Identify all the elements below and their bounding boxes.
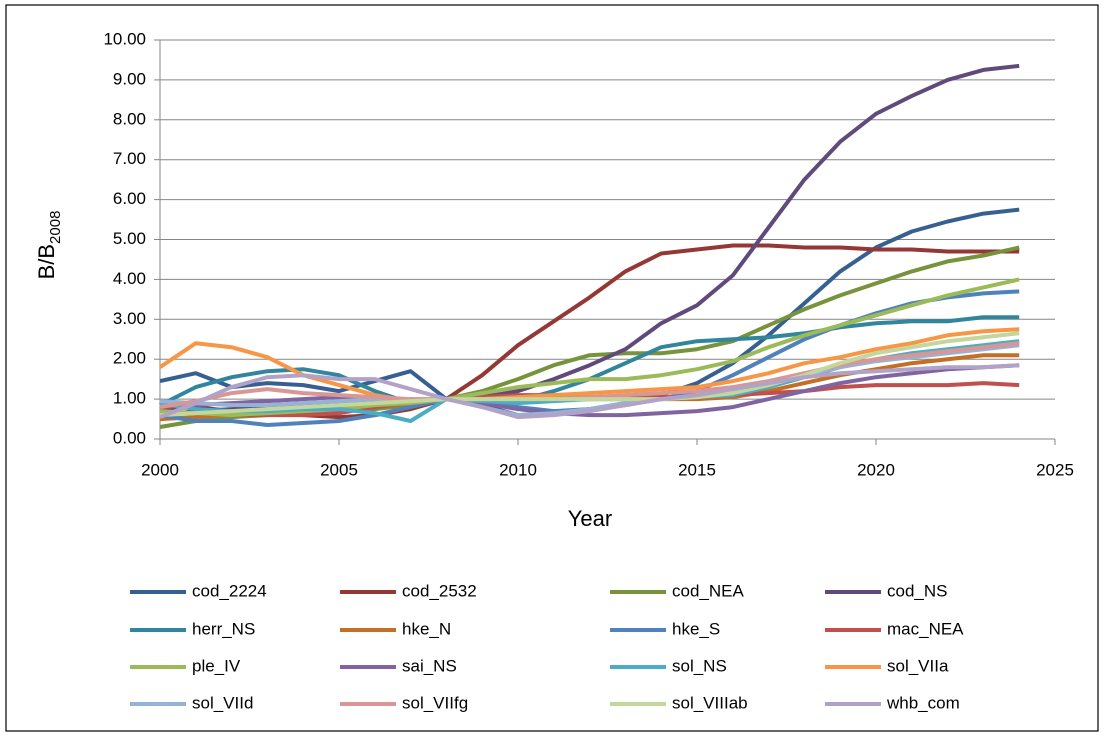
legend-label: cod_2224 [192,581,267,600]
legend-label: sol_VIIa [887,656,949,675]
series-line [159,363,1020,418]
y-tick-label: 4.00 [113,269,146,288]
y-tick-label: 6.00 [113,189,146,208]
y-tick-label: 8.00 [113,109,146,128]
y-tick-label: 3.00 [113,309,146,328]
legend-label: cod_NEA [672,581,744,600]
y-tick-label: 10.00 [103,29,146,48]
y-tick-label: 5.00 [113,229,146,248]
y-tick-label: 0.00 [113,428,146,447]
y-axis-label-main: B/B [34,244,59,279]
y-tick-label: 2.00 [113,349,146,368]
legend-label: sol_VIIIab [672,693,748,712]
x-tick-label: 2010 [499,460,537,479]
legend-label: sol_VIId [192,693,253,712]
y-axis-label: B/B2008 [34,211,65,280]
series-line [159,331,1020,418]
legend-label: sol_NS [672,656,727,675]
x-axis-label: Year [568,506,612,531]
x-tick-label: 2005 [320,460,358,479]
legend-label: whb_com [886,693,960,712]
x-tick-label: 2025 [1036,460,1074,479]
legend-label: sol_VIIfg [402,693,468,712]
y-axis-label-sub: 2008 [47,211,64,244]
legend-label: sai_NS [402,656,457,675]
x-tick-label: 2000 [141,460,179,479]
y-tick-label: 1.00 [113,389,146,408]
y-tick-label: 7.00 [113,149,146,168]
legend-label: mac_NEA [887,619,964,638]
series-line [159,363,1020,420]
legend-label: cod_2532 [402,581,477,600]
legend-label: hke_S [672,619,720,638]
legend-label: hke_N [402,619,451,638]
legend-label: herr_NS [192,619,255,638]
x-tick-label: 2015 [678,460,716,479]
legend-label: ple_IV [192,656,241,675]
y-tick-label: 9.00 [113,69,146,88]
legend-label: cod_NS [887,581,947,600]
x-tick-label: 2020 [857,460,895,479]
